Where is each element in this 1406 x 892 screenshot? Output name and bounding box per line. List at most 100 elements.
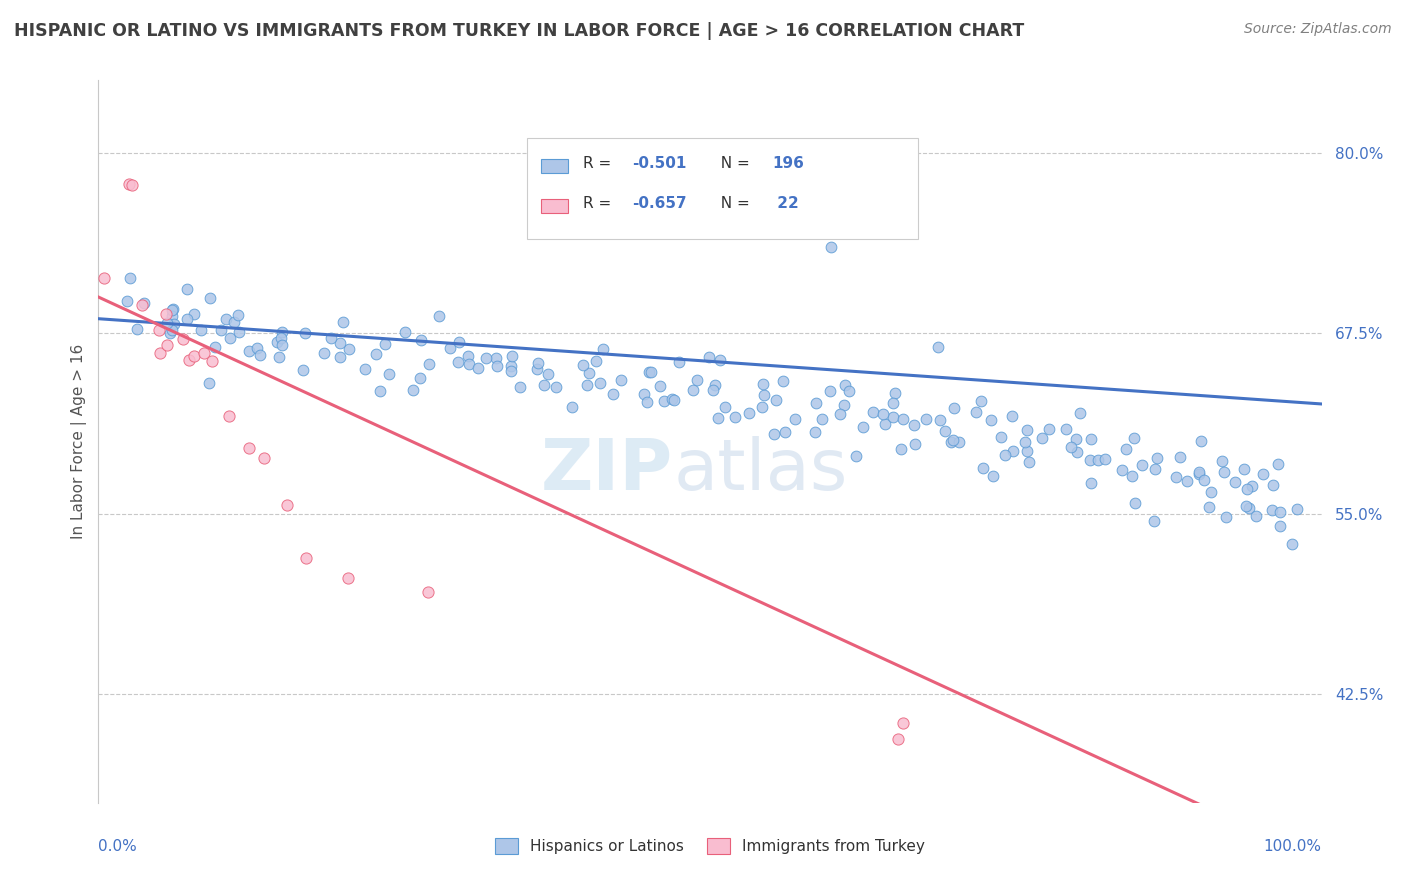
Point — [1143, 461, 1166, 475]
Point — [1143, 514, 1166, 528]
Point — [1188, 467, 1211, 481]
Point — [585, 353, 607, 368]
Point — [156, 338, 179, 352]
Point — [890, 442, 912, 456]
Point — [457, 358, 479, 372]
Point — [418, 358, 440, 372]
Point — [409, 333, 432, 347]
Point — [882, 396, 904, 410]
Point — [1263, 477, 1285, 491]
Point — [699, 350, 721, 364]
Point — [499, 363, 522, 377]
Point — [1001, 409, 1024, 424]
Point — [572, 358, 595, 372]
Point — [447, 355, 470, 369]
Point — [882, 410, 904, 425]
Point — [948, 434, 970, 449]
Point — [292, 363, 315, 377]
Point — [93, 271, 115, 285]
Point — [295, 550, 318, 565]
Point — [942, 401, 965, 415]
Point — [238, 441, 260, 455]
Text: Source: ZipAtlas.com: Source: ZipAtlas.com — [1244, 22, 1392, 37]
Point — [1177, 474, 1199, 488]
Point — [193, 346, 215, 360]
Point — [131, 297, 153, 311]
Text: ZIP: ZIP — [541, 436, 673, 505]
Point — [149, 346, 172, 360]
Point — [832, 398, 855, 412]
Point — [652, 393, 675, 408]
Point — [228, 325, 250, 339]
Text: N =: N = — [711, 156, 755, 171]
Point — [266, 334, 288, 349]
Point — [148, 323, 170, 337]
Point — [467, 360, 489, 375]
Point — [929, 413, 952, 427]
Point — [1191, 434, 1213, 449]
Point — [176, 282, 198, 296]
Point — [724, 410, 747, 425]
Point — [1111, 463, 1133, 477]
Point — [592, 342, 614, 356]
Text: N =: N = — [711, 195, 755, 211]
Point — [336, 571, 359, 585]
Point — [1215, 510, 1237, 524]
Point — [329, 336, 352, 351]
Point — [249, 348, 271, 362]
Point — [772, 374, 794, 388]
Point — [1240, 479, 1263, 493]
Point — [661, 392, 683, 406]
Point — [640, 365, 662, 379]
Point — [589, 376, 612, 391]
Point — [198, 292, 221, 306]
Point — [226, 308, 249, 322]
Point — [1244, 509, 1267, 524]
Point — [526, 362, 548, 376]
Point — [1060, 440, 1083, 454]
Point — [1270, 519, 1292, 533]
Point — [633, 386, 655, 401]
Point — [927, 340, 949, 354]
Point — [980, 413, 1002, 427]
Point — [501, 349, 523, 363]
Point — [1237, 501, 1260, 516]
Point — [132, 296, 155, 310]
Point — [183, 349, 205, 363]
Point — [270, 331, 292, 345]
Point — [942, 434, 965, 448]
Point — [1261, 502, 1284, 516]
Point — [160, 310, 183, 324]
Point — [873, 417, 896, 432]
Point — [891, 715, 914, 730]
Point — [416, 584, 439, 599]
Point — [1094, 451, 1116, 466]
Point — [1286, 502, 1309, 516]
Point — [818, 384, 841, 398]
Point — [222, 315, 245, 329]
FancyBboxPatch shape — [526, 138, 918, 239]
Point — [527, 356, 550, 370]
Point — [990, 430, 1012, 444]
Point — [1199, 485, 1222, 500]
Text: R =: R = — [583, 156, 616, 171]
Point — [1188, 465, 1211, 479]
Point — [1225, 475, 1247, 489]
Point — [709, 353, 731, 368]
Point — [485, 359, 508, 374]
Point — [429, 310, 451, 324]
Point — [1001, 444, 1024, 458]
Point — [714, 401, 737, 415]
Point — [887, 731, 910, 746]
Point — [160, 323, 183, 337]
Point — [904, 437, 927, 451]
Text: 0.0%: 0.0% — [98, 838, 138, 854]
Point — [934, 424, 956, 438]
Point — [364, 347, 387, 361]
Point — [610, 373, 633, 387]
Point — [1066, 444, 1088, 458]
Point — [1014, 434, 1036, 449]
Point — [903, 417, 925, 432]
Point — [1015, 423, 1038, 437]
Point — [636, 394, 658, 409]
